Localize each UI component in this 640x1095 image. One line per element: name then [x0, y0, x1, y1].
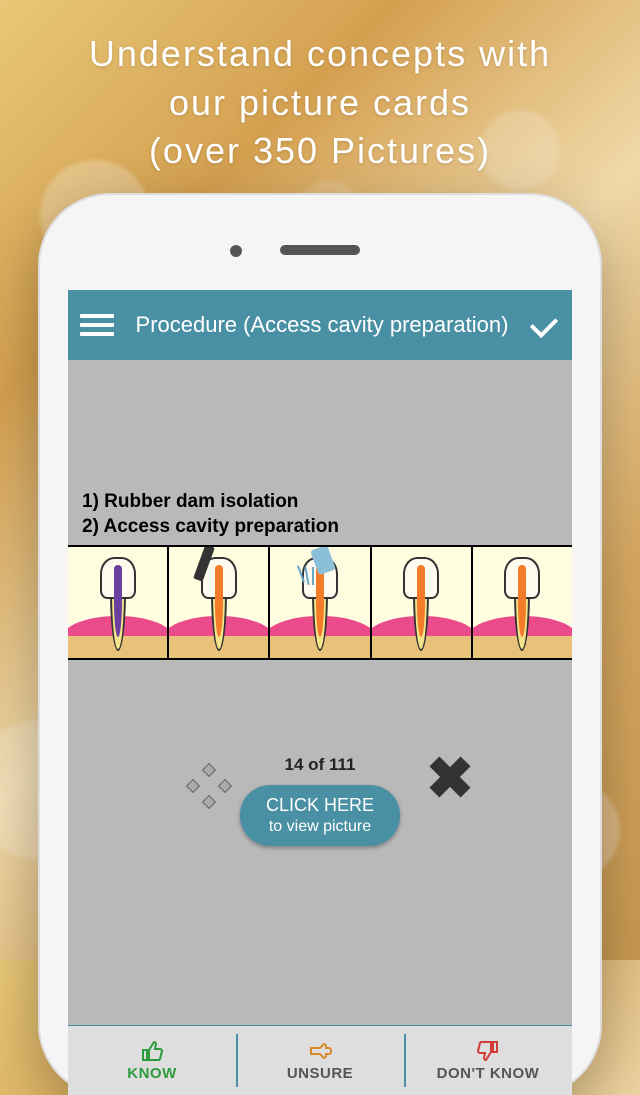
answer-row: KNOW UNSURE DON'T KNOW	[68, 1025, 572, 1095]
card-area: 1) Rubber dam isolation 2) Access cavity…	[68, 360, 572, 895]
app-screen: Procedure (Access cavity preparation) 1)…	[68, 290, 572, 1095]
tooth-illustration-row	[68, 545, 572, 660]
phone-speaker	[280, 245, 360, 255]
thumbs-down-icon	[474, 1039, 502, 1063]
view-picture-button[interactable]: CLICK HERE to view picture	[240, 785, 400, 846]
pill-line-2: to view picture	[266, 817, 374, 836]
thumbs-side-icon	[306, 1039, 334, 1063]
tooth-stage-5	[473, 547, 572, 658]
phone-frame: Procedure (Access cavity preparation) 1)…	[40, 195, 600, 1095]
app-bar: Procedure (Access cavity preparation)	[68, 290, 572, 360]
check-icon[interactable]	[530, 310, 560, 340]
unsure-button[interactable]: UNSURE	[236, 1026, 404, 1095]
close-icon[interactable]	[428, 755, 472, 799]
move-icon[interactable]	[188, 765, 230, 807]
step-2: 2) Access cavity preparation	[82, 515, 558, 540]
pill-line-1: CLICK HERE	[266, 795, 374, 817]
tooth-stage-2	[169, 547, 270, 658]
unsure-label: UNSURE	[287, 1065, 353, 1082]
dontknow-button[interactable]: DON'T KNOW	[404, 1026, 572, 1095]
dontknow-label: DON'T KNOW	[437, 1065, 540, 1082]
phone-camera	[230, 245, 242, 257]
tooth-stage-4	[372, 547, 473, 658]
step-1: 1) Rubber dam isolation	[82, 490, 558, 515]
tooth-stage-1	[68, 547, 169, 658]
pill-area: CLICK HERE to view picture 14 of 111	[68, 755, 572, 895]
procedure-steps: 1) Rubber dam isolation 2) Access cavity…	[68, 490, 572, 545]
tooth-stage-3	[270, 547, 371, 658]
appbar-title: Procedure (Access cavity preparation)	[114, 312, 530, 338]
thumbs-up-icon	[138, 1039, 166, 1063]
progress-counter: 14 of 111	[68, 755, 572, 775]
menu-icon[interactable]	[80, 314, 114, 336]
know-label: KNOW	[127, 1065, 177, 1082]
headline-line-1: Understand concepts with	[20, 30, 620, 79]
know-button[interactable]: KNOW	[68, 1026, 236, 1095]
